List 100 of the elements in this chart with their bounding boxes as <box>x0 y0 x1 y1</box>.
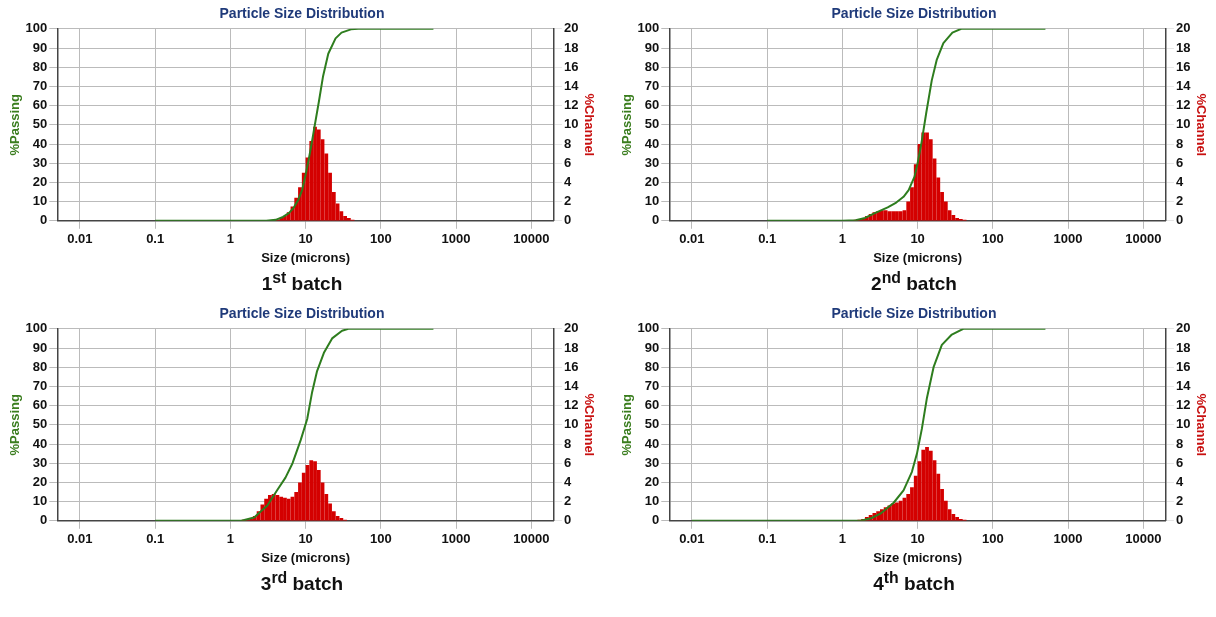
y2-tick-label: 16 <box>1175 359 1191 375</box>
y-tick-label: 60 <box>644 397 660 413</box>
y2-tick-label: 8 <box>1175 135 1184 151</box>
y2-tick-label: 18 <box>563 339 579 355</box>
x-tick-label: 1 <box>838 531 847 547</box>
y-tick-label: 0 <box>40 512 48 528</box>
y-tick-label: 20 <box>644 173 660 189</box>
y-tick-label: 70 <box>32 77 48 93</box>
y2-axis-title: %Channel <box>1193 393 1209 457</box>
y2-axis-title: %Channel <box>581 393 597 457</box>
chart-title: Particle Size Distribution <box>219 305 385 322</box>
y2-tick-label: 6 <box>563 455 572 471</box>
x-tick-label: 0.1 <box>758 531 777 547</box>
y2-axis-title: %Channel <box>1193 93 1209 157</box>
y-tick-label: 90 <box>644 339 660 355</box>
y2-tick-label: 18 <box>1175 339 1191 355</box>
y-tick-label: 50 <box>32 116 48 132</box>
y2-tick-label: 2 <box>1175 193 1184 209</box>
x-tick-label: 10 <box>298 231 313 247</box>
y2-tick-label: 16 <box>563 58 579 74</box>
y2-tick-label: 20 <box>1175 20 1191 36</box>
y2-tick-label: 6 <box>1175 154 1184 170</box>
y-tick-label: 60 <box>644 97 660 113</box>
y-tick-label: 90 <box>644 39 660 55</box>
y-tick-label: 100 <box>637 320 660 336</box>
y2-tick-label: 10 <box>563 116 579 132</box>
y2-tick-label: 0 <box>1175 212 1184 228</box>
x-axis-title: Size (microns) <box>261 550 351 566</box>
chart-title: Particle Size Distribution <box>831 305 997 322</box>
y-tick-label: 30 <box>644 455 660 471</box>
y2-tick-label: 6 <box>563 154 572 170</box>
chart-title: Particle Size Distribution <box>831 5 997 22</box>
y2-tick-label: 14 <box>563 77 580 93</box>
y-tick-label: 20 <box>644 474 660 490</box>
y-tick-label: 60 <box>32 97 48 113</box>
y-tick-label: 50 <box>644 116 660 132</box>
y-tick-label: 50 <box>32 416 48 432</box>
y-tick-label: 40 <box>644 435 660 451</box>
y-tick-label: 10 <box>644 193 660 209</box>
y-tick-label: 70 <box>644 378 660 394</box>
text: 3$^{rd}$ batch <box>260 568 344 597</box>
y-tick-label: 80 <box>644 58 660 74</box>
x-tick-label: 10000 <box>513 231 550 247</box>
y2-tick-label: 8 <box>563 135 572 151</box>
y-tick-label: 0 <box>652 512 660 528</box>
y2-tick-label: 16 <box>1175 58 1191 74</box>
y-tick-label: 20 <box>32 474 48 490</box>
y2-tick-label: 12 <box>563 397 579 413</box>
x-axis-title: Size (microns) <box>261 249 351 265</box>
y-tick-label: 40 <box>644 135 660 151</box>
chart-title: Particle Size Distribution <box>219 5 385 22</box>
x-tick-label: 0.1 <box>758 231 777 247</box>
x-tick-label: 10 <box>910 231 925 247</box>
x-tick-label: 100 <box>981 531 1004 547</box>
y-tick-label: 70 <box>644 77 660 93</box>
text: 2$^{nd}$ batch <box>871 268 957 297</box>
x-tick-label: 0.01 <box>67 531 93 547</box>
y-tick-label: 0 <box>40 212 48 228</box>
x-tick-label: 1000 <box>1053 231 1083 247</box>
y-tick-label: 10 <box>644 493 660 509</box>
y-tick-label: 100 <box>25 320 48 336</box>
x-tick-label: 10 <box>910 531 925 547</box>
y-tick-label: 20 <box>32 173 48 189</box>
y2-tick-label: 14 <box>563 378 580 394</box>
x-tick-label: 0.01 <box>679 531 705 547</box>
y-axis-title: %Passing <box>619 394 635 456</box>
y-tick-label: 40 <box>32 435 48 451</box>
x-tick-label: 0.1 <box>146 531 165 547</box>
y2-tick-label: 20 <box>563 320 579 336</box>
y2-tick-label: 4 <box>1175 474 1184 490</box>
y-axis-title: %Passing <box>7 94 23 156</box>
y2-tick-label: 20 <box>1175 320 1191 336</box>
x-tick-label: 0.1 <box>146 231 165 247</box>
x-tick-label: 100 <box>369 231 392 247</box>
y-tick-label: 40 <box>32 135 48 151</box>
y-tick-label: 80 <box>32 58 48 74</box>
y2-tick-label: 20 <box>563 20 579 36</box>
y2-tick-label: 0 <box>1175 512 1184 528</box>
x-tick-label: 100 <box>981 231 1004 247</box>
y-tick-label: 80 <box>644 359 660 375</box>
y2-tick-label: 18 <box>1175 39 1191 55</box>
y2-tick-label: 8 <box>1175 435 1184 451</box>
y2-tick-label: 4 <box>563 173 572 189</box>
y2-tick-label: 4 <box>1175 173 1184 189</box>
y2-tick-label: 18 <box>563 39 579 55</box>
y2-tick-label: 10 <box>1175 416 1191 432</box>
y-tick-label: 70 <box>32 378 48 394</box>
x-tick-label: 10000 <box>1125 531 1162 547</box>
y2-tick-label: 4 <box>563 474 572 490</box>
x-tick-label: 1 <box>838 231 847 247</box>
text: 1$^{st}$ batch <box>261 268 343 297</box>
x-tick-label: 100 <box>369 531 392 547</box>
x-tick-label: 1 <box>226 231 235 247</box>
y-tick-label: 10 <box>32 193 48 209</box>
y2-tick-label: 12 <box>1175 397 1191 413</box>
x-tick-label: 1 <box>226 531 235 547</box>
x-tick-label: 10000 <box>1125 231 1162 247</box>
y-tick-label: 90 <box>32 339 48 355</box>
x-axis-title: Size (microns) <box>873 249 963 265</box>
x-tick-label: 1000 <box>441 531 471 547</box>
